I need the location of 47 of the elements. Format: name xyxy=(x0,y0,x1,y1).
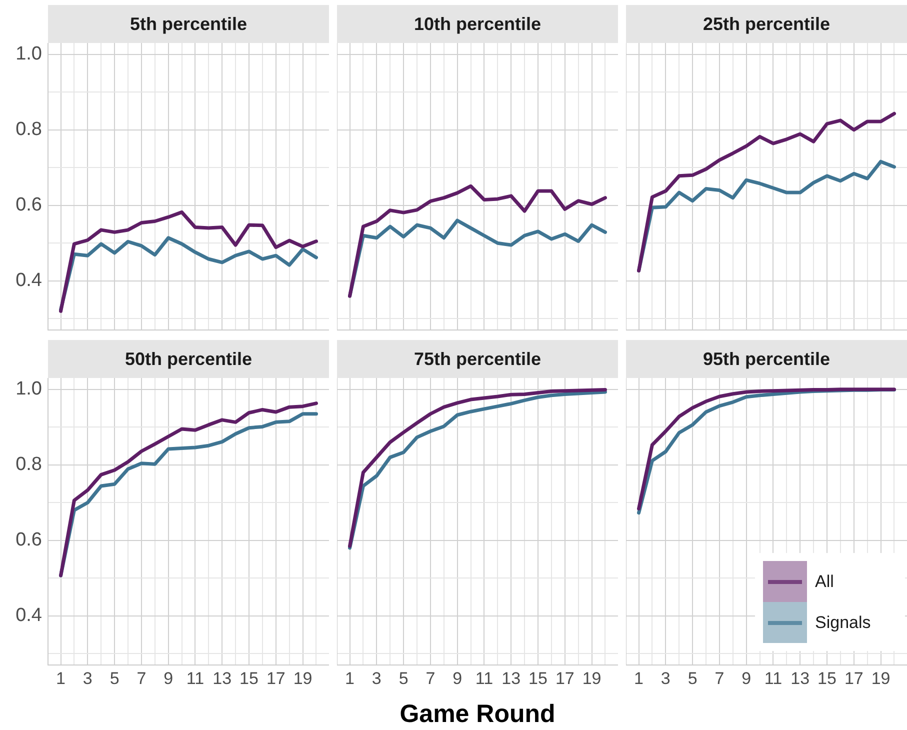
x-tick-label: 13 xyxy=(790,668,810,688)
x-tick-label: 9 xyxy=(452,668,462,688)
x-tick-label: 9 xyxy=(164,668,174,688)
y-tick-label: 0.4 xyxy=(16,270,42,292)
chart-title: 10th percentile xyxy=(337,5,618,43)
x-tick-label: 1 xyxy=(56,668,66,688)
x-tick-label: 17 xyxy=(555,668,574,688)
x-tick-label: 11 xyxy=(475,668,494,688)
x-tick-label: 19 xyxy=(871,668,890,688)
x-tick-label: 1 xyxy=(345,668,355,688)
x-tick-label: 19 xyxy=(582,668,602,688)
x-tick-label: 5 xyxy=(398,668,408,688)
x-tick-label: 17 xyxy=(844,668,864,688)
chart-title: 25th percentile xyxy=(626,5,907,43)
y-tick-label: 1.0 xyxy=(16,44,42,65)
x-axis-title: Game Round xyxy=(400,700,556,728)
x-tick-label: 9 xyxy=(742,668,752,688)
chart-title: 5th percentile xyxy=(48,5,329,43)
x-tick-label: 3 xyxy=(660,668,670,688)
x-tick-label: 11 xyxy=(186,668,204,688)
chart-title: 75th percentile xyxy=(337,340,618,378)
x-tick-label: 13 xyxy=(502,668,521,688)
x-tick-label: 7 xyxy=(136,668,146,688)
x-tick-label: 3 xyxy=(82,668,92,688)
y-tick-label: 0.6 xyxy=(16,194,42,216)
y-tick-label: 0.8 xyxy=(16,119,42,140)
legend-label: All xyxy=(815,572,834,592)
x-tick-label: 17 xyxy=(266,668,286,688)
x-tick-label: 5 xyxy=(110,668,120,688)
y-tick-label: 0.8 xyxy=(16,454,42,476)
x-tick-label: 11 xyxy=(764,668,782,688)
x-tick-label: 1 xyxy=(634,668,644,688)
x-tick-label: 13 xyxy=(212,668,232,688)
x-tick-label: 7 xyxy=(714,668,724,688)
y-tick-label: 0.4 xyxy=(16,605,42,626)
x-tick-label: 5 xyxy=(688,668,698,688)
x-tick-label: 15 xyxy=(528,668,548,688)
x-tick-label: 15 xyxy=(240,668,258,688)
x-tick-label: 19 xyxy=(293,668,312,688)
legend-label: Signals xyxy=(815,612,871,632)
x-tick-label: 3 xyxy=(372,668,382,688)
y-tick-label: 0.6 xyxy=(16,530,42,551)
chart-title: 50th percentile xyxy=(48,340,329,378)
x-tick-label: 7 xyxy=(426,668,436,688)
x-tick-label: 15 xyxy=(818,668,836,688)
chart-title: 95th percentile xyxy=(626,340,907,378)
y-tick-label: 1.0 xyxy=(16,378,42,400)
